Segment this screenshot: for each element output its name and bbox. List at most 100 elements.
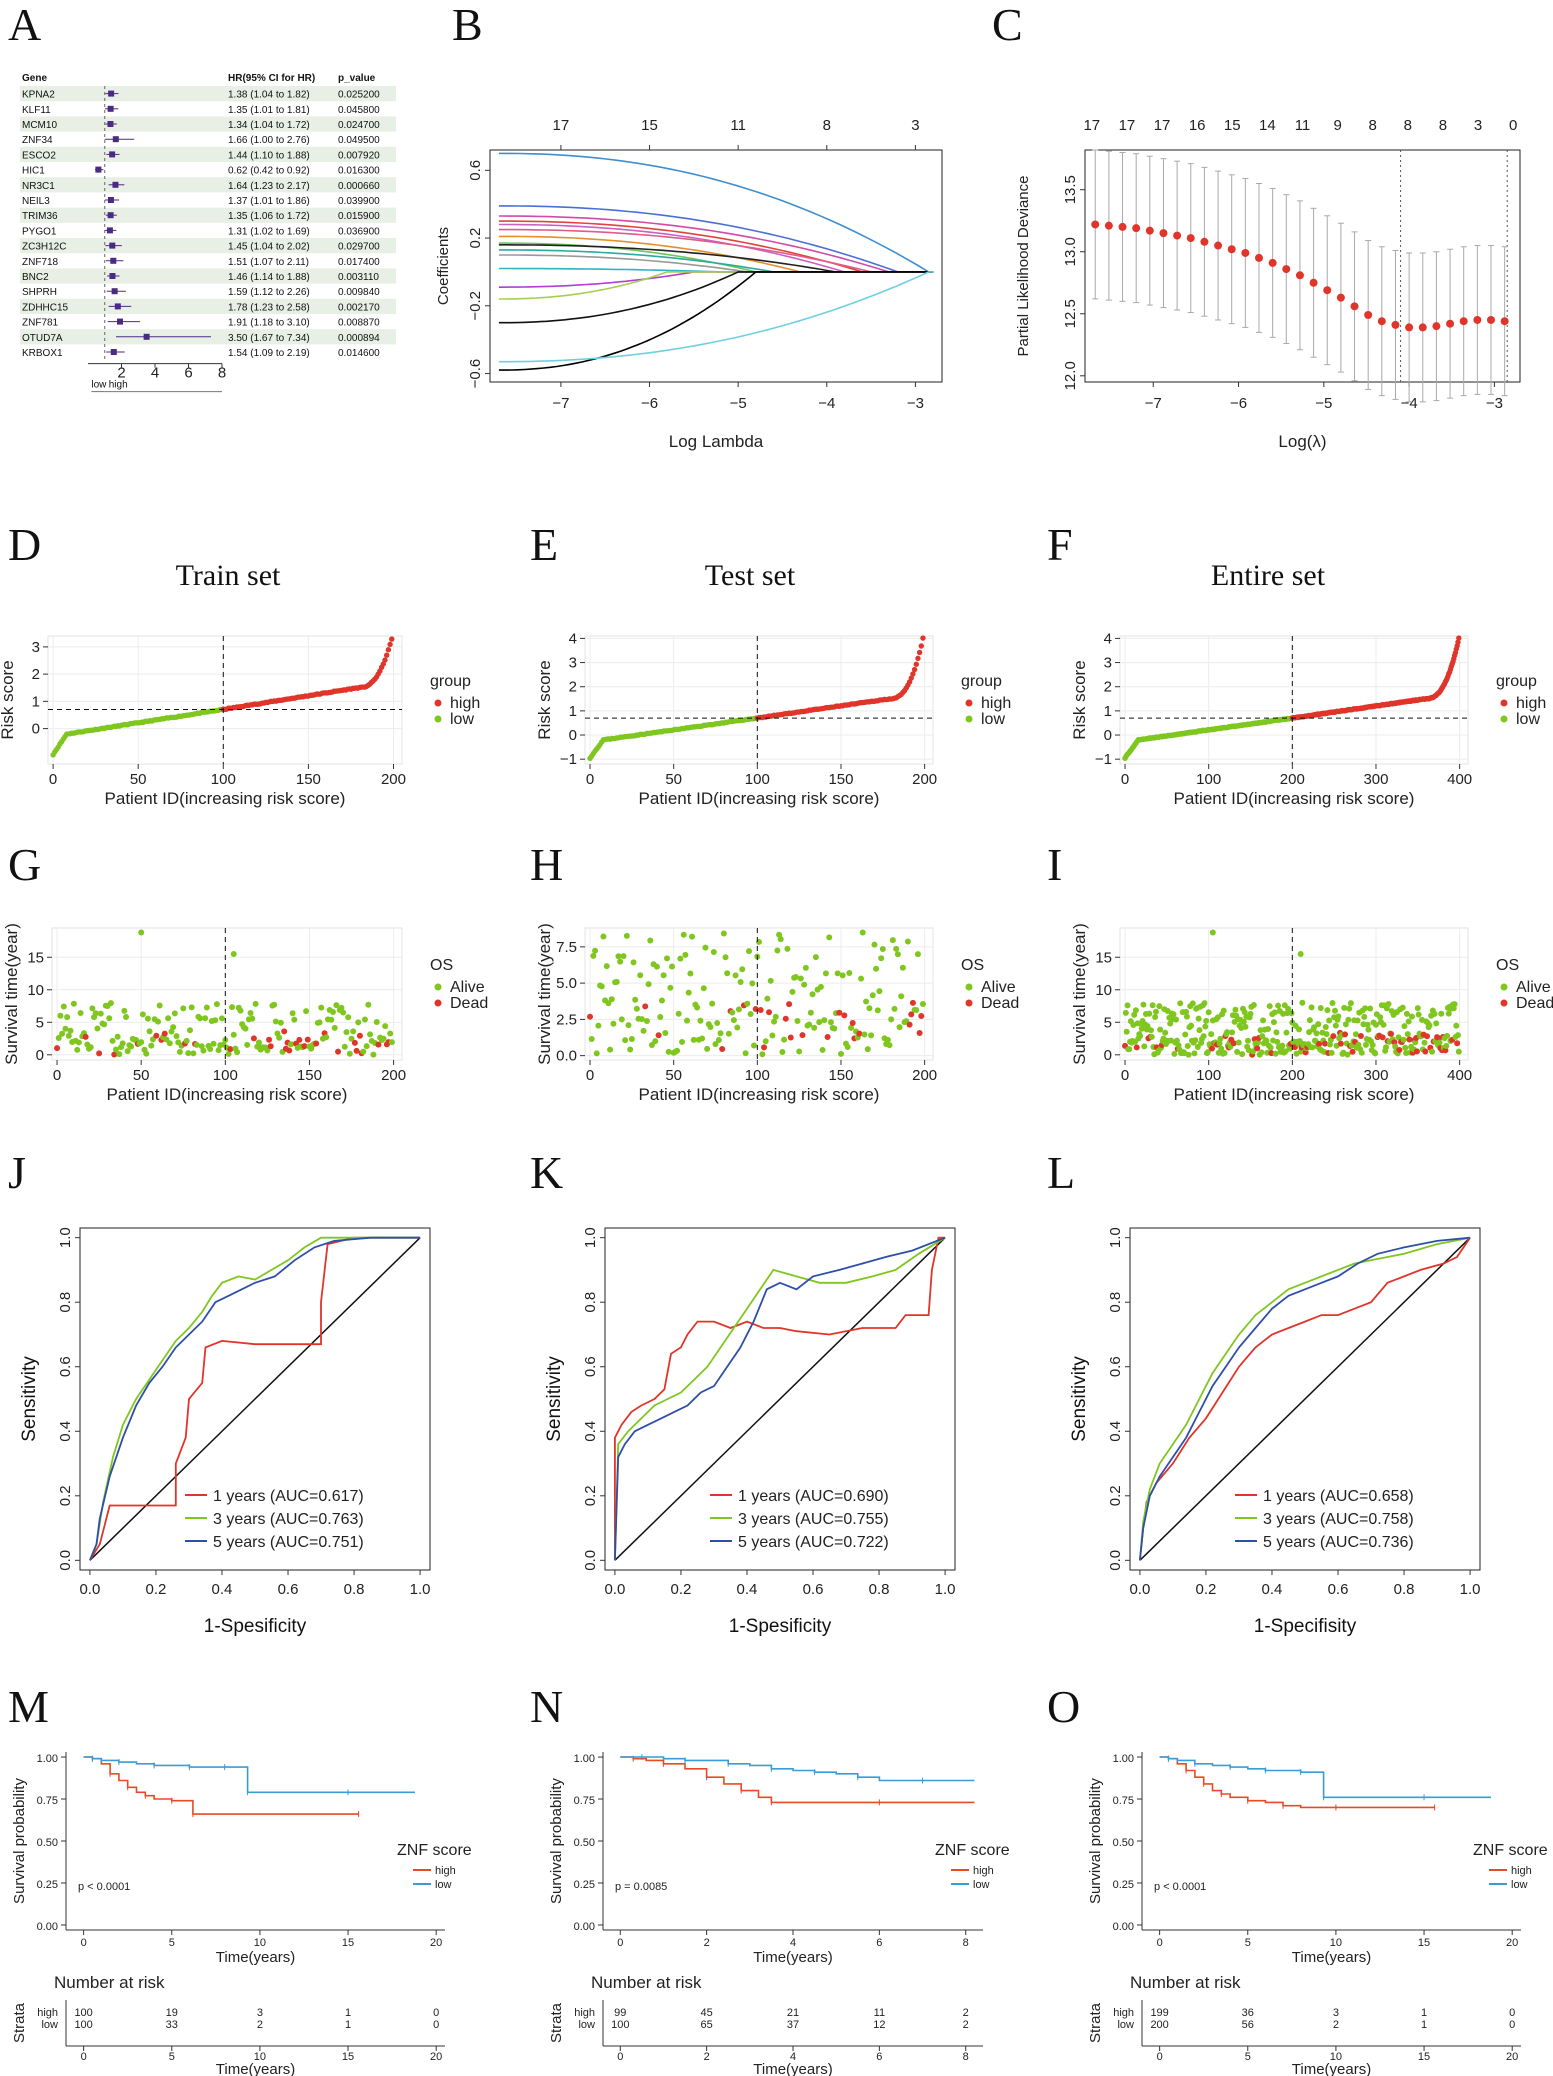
gene-name: KPNA2 — [22, 90, 55, 101]
x-tick-label: 15 — [1418, 1937, 1430, 1949]
alive-point — [59, 1030, 66, 1037]
dead-point — [281, 1028, 288, 1035]
alive-point — [1395, 1034, 1402, 1041]
alive-point — [658, 997, 665, 1004]
alive-point — [1177, 1000, 1184, 1007]
alive-point — [1188, 1022, 1195, 1029]
y-tick-label: 0.6 — [467, 160, 484, 181]
risk-count: 19 — [166, 2007, 178, 2019]
deviance-point — [1405, 323, 1414, 332]
top-tick-label: 8 — [823, 117, 831, 134]
p-value-label: p < 0.0001 — [78, 1881, 130, 1893]
x-tick-label: 0.2 — [671, 1581, 692, 1598]
legend-label: high — [973, 1865, 994, 1877]
gene-name: KRBOX1 — [22, 348, 63, 359]
km-curve — [83, 1756, 359, 1815]
alive-point — [1455, 1048, 1462, 1055]
alive-point — [1132, 1007, 1139, 1014]
dead-point — [111, 1051, 118, 1058]
risk-count: 200 — [1150, 2019, 1168, 2031]
title-entire: Entire set — [1211, 559, 1326, 592]
strata-label: high — [1113, 2007, 1134, 2019]
dead-point — [909, 999, 916, 1006]
y-tick-label: 0.8 — [1107, 1292, 1124, 1313]
alive-point — [1141, 1043, 1148, 1050]
alive-point — [1235, 1039, 1242, 1046]
panel-label-f: F — [1047, 519, 1073, 570]
alive-point — [747, 1011, 754, 1018]
alive-point — [859, 929, 866, 936]
diagonal-reference — [614, 1237, 946, 1561]
alive-point — [197, 1015, 204, 1022]
legend-label: high — [435, 1865, 456, 1877]
survival-status-entire-panel: 0 100 200 300 400 0 5 10 15 Patient ID(increasing… — [1070, 923, 1553, 1104]
alive-point — [1414, 1005, 1421, 1012]
alive-point — [697, 1017, 704, 1024]
x-tick-label: 0.4 — [212, 1581, 233, 1598]
p-value-text: 0.029700 — [338, 242, 380, 253]
alive-point — [380, 1035, 387, 1042]
risk-count: 100 — [611, 2019, 629, 2031]
alive-point — [774, 947, 781, 954]
alive-point — [92, 1010, 99, 1017]
p-value-text: 0.007920 — [338, 150, 380, 161]
alive-point — [303, 1008, 310, 1015]
legend-marker-dead — [434, 999, 442, 1007]
alive-point — [1149, 1002, 1156, 1009]
y-axis-label: Risk score — [1070, 660, 1089, 739]
gene-name: MCM10 — [22, 120, 57, 131]
alive-point — [600, 933, 607, 940]
alive-point — [613, 978, 620, 985]
alive-point — [171, 1010, 178, 1017]
risk-count: 2 — [963, 2007, 969, 2019]
cv-deviance-panel: −7 −6 −5 −4 −3 12.0 12.5 13.0 13.5 17 17 17 16 15 14 11… — [1015, 117, 1521, 451]
alive-point — [699, 1035, 706, 1042]
x-axis-label: Time(years) — [1292, 1949, 1371, 1966]
hr-ci-text: 1.31 (1.02 to 1.69) — [228, 226, 310, 237]
alive-point — [879, 946, 886, 953]
alive-point — [1170, 1011, 1177, 1018]
deviance-point — [1173, 231, 1182, 240]
y-tick-label: 0.2 — [582, 1485, 599, 1506]
top-tick-label: 0 — [1509, 117, 1517, 134]
alive-point — [1126, 1046, 1133, 1053]
gene-name: OTUD7A — [22, 333, 63, 344]
alive-point — [1306, 1017, 1313, 1024]
x-tick-label: −4 — [818, 395, 835, 412]
risk-point — [920, 635, 926, 641]
alive-point — [1229, 1029, 1236, 1036]
legend-label: low — [435, 1879, 452, 1891]
x-tick-label: 0 — [617, 2051, 623, 2063]
y-tick-label: 2.5 — [556, 1011, 577, 1028]
legend-marker-alive — [965, 983, 973, 991]
x-tick-label: 200 — [381, 771, 406, 788]
alive-point — [603, 963, 610, 970]
legend-label-dead: Dead — [1516, 995, 1553, 1012]
alive-point — [769, 1032, 776, 1039]
alive-point — [1263, 1037, 1270, 1044]
alive-point — [360, 1048, 367, 1055]
alive-point — [665, 1048, 672, 1055]
y-tick-label: 3 — [1104, 655, 1112, 672]
gene-name: ZNF781 — [22, 318, 59, 329]
alive-point — [355, 1019, 362, 1026]
legend-label-alive: Alive — [981, 979, 1016, 996]
y-tick-label: 0.75 — [37, 1795, 58, 1807]
alive-point — [367, 1031, 374, 1038]
x-tick-label: 150 — [828, 1067, 853, 1084]
alive-point — [802, 964, 809, 971]
alive-point — [1367, 1005, 1374, 1012]
deviance-point — [1104, 221, 1113, 230]
footer-low: low — [91, 380, 107, 391]
risk-score-train-panel: 0 50 100 150 200 0 1 2 3 Patient ID(increasing ri… — [0, 635, 480, 808]
alive-point — [687, 970, 694, 977]
dead-point — [296, 1036, 303, 1043]
alive-point — [797, 975, 804, 982]
x-tick-label: 5 — [169, 2051, 175, 2063]
deviance-point — [1391, 320, 1400, 329]
hr-ci-text: 1.37 (1.01 to 1.86) — [228, 196, 310, 207]
risk-table-title: Number at risk — [591, 1973, 702, 1992]
y-axis-label: Survival probability — [1087, 1778, 1104, 1904]
alive-point — [144, 1015, 151, 1022]
alive-point — [796, 1048, 803, 1055]
